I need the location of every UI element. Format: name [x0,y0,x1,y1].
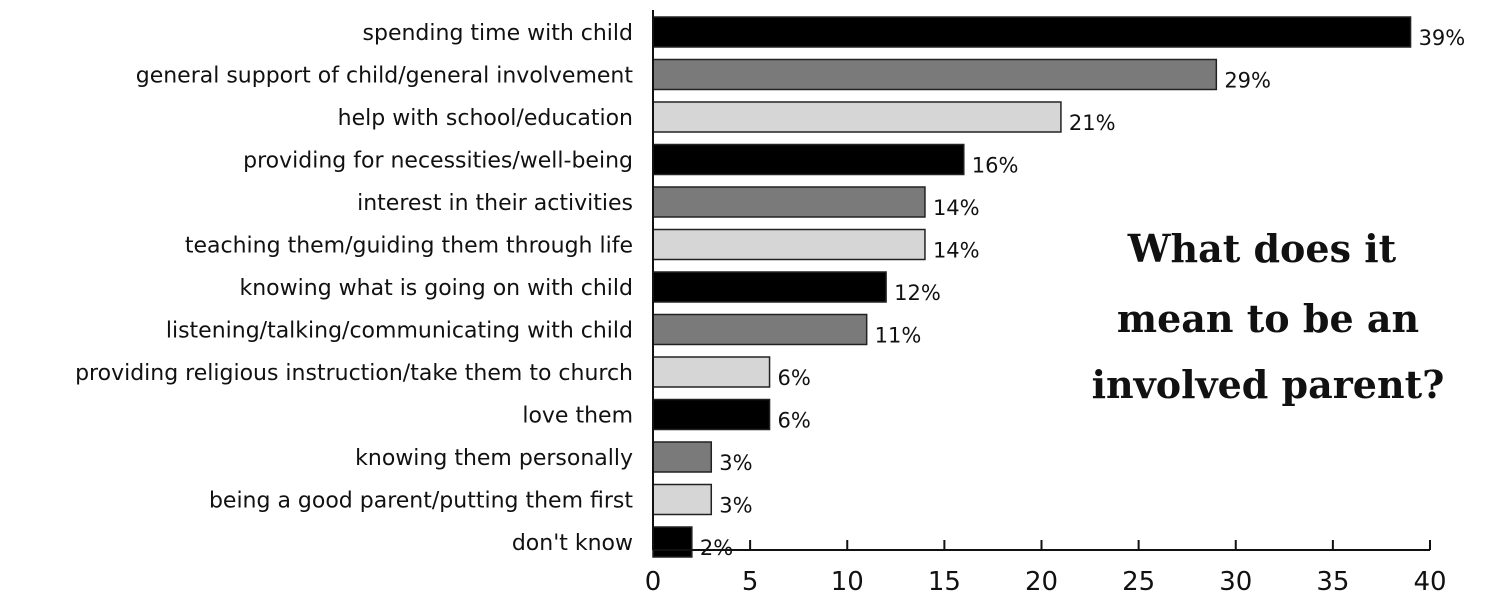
bars-layer [652,16,1412,558]
category-labels: spending time with child general support … [75,21,633,556]
category-label: spending time with child [363,21,633,46]
bar-9 [652,356,771,388]
category-label: teaching them/guiding them through life [185,234,633,259]
category-label: providing for necessities/well-being [243,149,633,174]
bar-4 [652,143,965,176]
value-label: 14% [933,239,980,263]
title-line-1: What does it [1127,226,1397,271]
x-tick-label: 10 [831,567,864,595]
bar-1 [652,16,1412,48]
value-label: 29% [1224,69,1271,93]
value-label: 6% [778,409,811,433]
bar-6 [652,228,926,261]
value-label: 3% [719,451,752,475]
x-tick-label: 25 [1122,567,1155,595]
x-tick-label: 30 [1219,567,1252,595]
bar-5 [652,186,926,218]
x-tick-label: 40 [1413,567,1446,595]
value-label: 16% [972,154,1019,178]
category-label: don't know [512,531,633,556]
x-tick-label: 5 [742,567,759,595]
category-label: help with school/education [338,106,633,131]
category-label: providing religious instruction/take the… [75,361,633,386]
value-label: 39% [1419,26,1466,50]
x-tick-label: 35 [1316,567,1349,595]
value-label: 6% [778,366,811,390]
category-label: love them [522,404,633,429]
bar-11 [652,441,713,473]
value-label: 21% [1069,111,1116,135]
category-label: general support of child/general involve… [136,64,634,89]
bar-3 [652,101,1062,133]
x-tick-label: 0 [645,567,662,595]
bar-12 [652,483,713,516]
category-label: knowing them personally [355,446,633,471]
bar-7 [652,271,887,303]
bar-2 [652,58,1218,91]
bar-8 [652,313,868,346]
category-label: knowing what is going on with child [240,276,634,301]
value-label: 11% [875,324,922,348]
bar-10 [652,398,771,431]
category-label: interest in their activities [357,191,633,216]
category-label: being a good parent/putting them first [209,489,633,514]
value-label: 3% [719,494,752,518]
x-axis: 0 5 10 15 20 25 30 35 40 [645,10,1447,595]
value-label: 2% [700,536,733,560]
category-label: listening/talking/communicating with chi… [166,319,633,344]
value-label: 12% [894,281,941,305]
chart-title: What does it mean to be an involved pare… [1092,226,1445,407]
value-labels: 39% 29% 21% 16% 14% 14% 12% 11% 6% 6% 3% 3% 2% [700,26,1465,560]
x-tick-label: 15 [928,567,961,595]
value-label: 14% [933,196,980,220]
bar-13 [652,526,693,558]
x-tick-label: 20 [1025,567,1058,595]
title-line-3: involved parent? [1092,362,1445,407]
title-line-2: mean to be an [1117,296,1419,341]
